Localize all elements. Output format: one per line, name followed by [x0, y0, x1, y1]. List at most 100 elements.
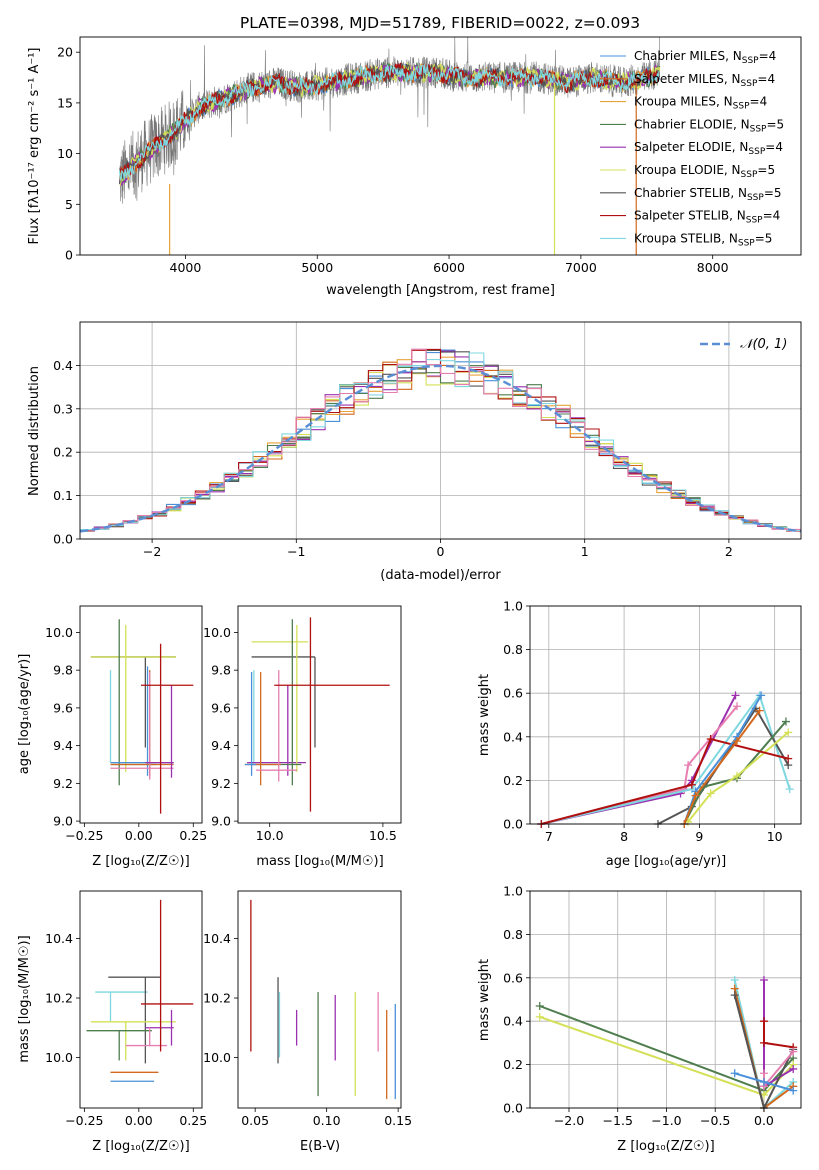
- x-tick-label: 0.25: [179, 1113, 207, 1128]
- y-tick-label: 0.2: [53, 445, 73, 460]
- y-tick-label: 10.4: [45, 931, 73, 946]
- weight-marker: [535, 1002, 544, 1011]
- x-tick-label: 0.25: [179, 828, 207, 843]
- weight-marker: [759, 1017, 768, 1026]
- weight-marker: [730, 975, 739, 984]
- y-tick-label: 10.4: [203, 931, 231, 946]
- y-tick-label: 0.0: [503, 1101, 523, 1116]
- weight-marker: [759, 1069, 768, 1078]
- y-tick-label: 0.3: [53, 401, 73, 416]
- legend-eq: =5: [764, 186, 782, 200]
- x-tick-label: −0.5: [700, 1113, 730, 1128]
- x-tick-label: 2: [725, 544, 733, 559]
- x-axis-label: mass [log₁₀(M/M☉)]: [256, 854, 383, 869]
- histogram-step: [80, 348, 801, 532]
- legend-sub: SSP: [742, 56, 759, 66]
- y-tick-label: 0.0: [53, 532, 73, 547]
- mass_vs_Z-frame: [79, 890, 203, 1109]
- x-tick-label: 5000: [301, 260, 333, 275]
- y-tick-label: 9.8: [211, 663, 231, 678]
- y-tick-label: 5: [65, 197, 73, 212]
- spectrum-model-line: [118, 62, 661, 185]
- y-tick-label: 9.6: [53, 700, 73, 715]
- x-tick-label: 8: [620, 829, 628, 844]
- y-axis-label: mass [log₁₀(M/M☉)]: [17, 935, 32, 1062]
- residuals-axes: [76, 322, 801, 543]
- weight-marker: [733, 737, 742, 746]
- x-tick-label: −1: [287, 544, 305, 559]
- weight-line: [687, 731, 789, 823]
- residuals-frame: [79, 321, 802, 540]
- weight-line: [541, 705, 738, 825]
- age_vs_Z-axes: [76, 632, 194, 827]
- legend-label: Chabrier MILES, NSSP=4: [634, 49, 776, 66]
- weight-marker: [789, 1064, 798, 1073]
- weight-marker: [733, 772, 742, 781]
- x-tick-label: 0.0: [754, 1113, 774, 1128]
- x-axis-label: Z [log₁₀(Z/Z☉)]: [617, 1139, 714, 1154]
- legend-label: Kroupa MILES, NSSP=4: [634, 95, 767, 112]
- y-tick-label: 9.4: [53, 738, 73, 753]
- y-tick-label: 10.2: [45, 991, 73, 1006]
- y-tick-label: 15: [57, 95, 73, 110]
- y-tick-label: 9.0: [53, 814, 73, 829]
- weight-marker: [789, 1047, 798, 1056]
- legend-label: Chabrier STELIB, NSSP=5: [634, 186, 782, 203]
- weight-marker: [730, 1069, 739, 1078]
- y-tick-label: 10: [57, 146, 73, 161]
- legend-label: 𝒩(0, 1): [740, 337, 787, 352]
- weight-marker: [759, 975, 768, 984]
- y-axis-label: Normed distribution: [27, 366, 42, 496]
- weight-marker: [691, 791, 700, 800]
- y-tick-label: 0.2: [503, 1057, 523, 1072]
- mass_vs_Z-axes: [76, 938, 194, 1112]
- y-axis-label: mass weight: [477, 959, 492, 1041]
- legend-eq: =5: [766, 117, 784, 131]
- weight-marker: [784, 728, 793, 737]
- weight-marker: [757, 691, 766, 700]
- weight-marker: [759, 1038, 768, 1047]
- y-tick-label: 9.8: [53, 663, 73, 678]
- y-tick-label: 0.6: [503, 686, 523, 701]
- y-tick-label: 9.0: [211, 814, 231, 829]
- y-tick-label: 0.6: [503, 970, 523, 985]
- weight-line: [763, 1021, 794, 1049]
- spectrum-frame: [79, 36, 802, 256]
- legend-eq: =4: [757, 72, 775, 86]
- weight-marker: [684, 761, 693, 770]
- weight-line: [541, 737, 789, 825]
- legend-eq: =4: [759, 49, 777, 63]
- legend-eq: =5: [755, 231, 773, 245]
- mass_weight_vs_Z-axes: [526, 890, 801, 1112]
- x-tick-label: −2.0: [554, 1113, 584, 1128]
- y-tick-label: 0.4: [503, 729, 523, 744]
- weight-marker: [781, 717, 790, 726]
- y-tick-label: 0.1: [53, 488, 73, 503]
- age_vs_mass-axes: [234, 632, 384, 827]
- legend-sub: SSP: [748, 147, 765, 157]
- y-tick-label: 0.2: [503, 773, 523, 788]
- x-axis-label: Z [log₁₀(Z/Z☉)]: [92, 854, 189, 869]
- legend-sub: SSP: [741, 170, 758, 180]
- x-tick-label: −0.25: [65, 828, 103, 843]
- legend-eq: =5: [757, 163, 775, 177]
- x-axis-label: E(B-V): [300, 1139, 340, 1154]
- x-tick-label: −0.25: [65, 1113, 103, 1128]
- legend-label: Salpeter STELIB, NSSP=4: [634, 209, 780, 226]
- legend-sub: SSP: [733, 102, 750, 112]
- legend-label: Kroupa ELODIE, NSSP=5: [634, 163, 775, 180]
- legend-sub: SSP: [747, 193, 764, 203]
- x-tick-label: 10.0: [256, 828, 284, 843]
- y-tick-label: 9.4: [211, 738, 231, 753]
- legend-sub: SSP: [750, 124, 767, 134]
- weight-marker: [731, 691, 740, 700]
- x-tick-label: 10: [767, 829, 783, 844]
- y-tick-label: 0.4: [503, 1014, 523, 1029]
- y-tick-label: 0.0: [503, 817, 523, 832]
- legend-sub: SSP: [746, 216, 763, 226]
- weight-marker: [730, 991, 739, 1000]
- weight-marker: [706, 734, 715, 743]
- weight-line: [683, 720, 787, 825]
- y-tick-label: 9.2: [53, 776, 73, 791]
- legend-sub: SSP: [741, 79, 758, 89]
